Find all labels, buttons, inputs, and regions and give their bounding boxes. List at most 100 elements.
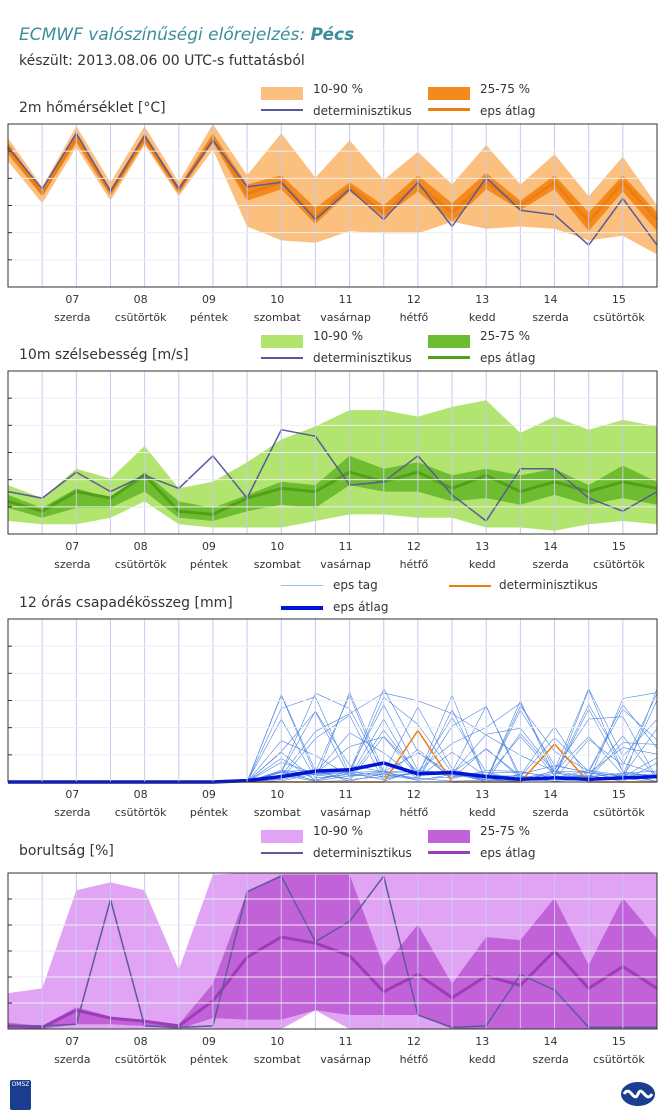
omsz-logo: OMSZ <box>10 1080 31 1110</box>
day-label: 12 <box>407 788 421 801</box>
wind-legend-inner-swatch <box>428 335 470 348</box>
wind-legend-det-line <box>261 357 303 359</box>
cloud-legend-mean-line <box>428 851 470 854</box>
precip-legend-member-line <box>281 585 323 586</box>
weekday-label: szerda <box>54 558 90 571</box>
deterministic-line <box>7 428 658 522</box>
weekday-label: csütörtök <box>593 806 645 819</box>
day-label: 14 <box>544 293 558 306</box>
day-label: 09 <box>202 1035 216 1048</box>
day-label: 07 <box>65 540 79 553</box>
day-label: 13 <box>475 293 489 306</box>
weekday-label: hétfő <box>400 806 429 819</box>
deterministic-line <box>8 875 657 1029</box>
weekday-label: szombat <box>254 806 302 819</box>
cloud-legend-outer-swatch <box>261 830 303 843</box>
day-label: 11 <box>339 293 353 306</box>
weekday-label: csütörtök <box>115 1053 167 1066</box>
weekday-label: vasárnap <box>320 558 371 571</box>
weekday-label: hétfő <box>400 311 429 324</box>
weekday-label: szerda <box>532 558 568 571</box>
plot-border-1 <box>7 370 658 535</box>
ecmwf-logo <box>621 1082 655 1106</box>
weekday-label: csütörtök <box>593 1053 645 1066</box>
temp-legend-inner: 25-75 % <box>480 82 531 96</box>
day-label: 09 <box>202 540 216 553</box>
wind-panel-title: 10m szélsebesség [m/s] <box>19 347 189 363</box>
precip-legend-mean: eps átlag <box>333 600 389 614</box>
weekday-label: péntek <box>190 806 229 819</box>
day-label: 10 <box>270 1035 284 1048</box>
weekday-label: szerda <box>532 1053 568 1066</box>
day-label: 07 <box>65 788 79 801</box>
day-label: 13 <box>475 540 489 553</box>
day-label: 09 <box>202 293 216 306</box>
eps-mean-line <box>7 935 658 1029</box>
day-label: 14 <box>544 788 558 801</box>
wind-legend-det: determinisztikus <box>313 351 412 365</box>
day-label: 12 <box>407 293 421 306</box>
precip-legend-det: determinisztikus <box>499 578 598 592</box>
band-25-75 <box>8 455 657 521</box>
day-label: 10 <box>270 788 284 801</box>
cloud-legend-mean: eps átlag <box>480 846 536 860</box>
plot-border-2 <box>7 618 658 783</box>
cloud-legend-outer: 10-90 % <box>313 824 364 838</box>
weekday-label: szerda <box>532 311 568 324</box>
wind-legend-outer: 10-90 % <box>313 329 364 343</box>
weekday-label: vasárnap <box>320 311 371 324</box>
weekday-label: kedd <box>469 558 496 571</box>
day-label: 10 <box>270 293 284 306</box>
day-label: 13 <box>475 788 489 801</box>
wind-legend-inner: 25-75 % <box>480 329 531 343</box>
weekday-label: szerda <box>532 806 568 819</box>
precip-panel-title: 12 órás csapadékösszeg [mm] <box>19 595 233 611</box>
cloud-legend-inner: 25-75 % <box>480 824 531 838</box>
precip-legend-mean-line <box>281 606 323 610</box>
weekday-label: péntek <box>190 558 229 571</box>
band-25-75 <box>8 874 657 1029</box>
day-label: 07 <box>65 293 79 306</box>
page-title: ECMWF valószínűségi előrejelzés: Pécs <box>19 25 355 45</box>
weekday-label: szombat <box>254 1053 302 1066</box>
weekday-label: péntek <box>190 311 229 324</box>
weekday-label: kedd <box>469 1053 496 1066</box>
temp-legend-mean-line <box>428 108 470 111</box>
weekday-label: szombat <box>254 311 302 324</box>
day-label: 14 <box>544 540 558 553</box>
day-label: 08 <box>134 788 148 801</box>
wind-legend-mean-line <box>428 356 470 359</box>
day-label: 15 <box>612 1035 626 1048</box>
temp-legend-mean: eps átlag <box>480 104 536 118</box>
temp-panel-title: 2m hőmérséklet [°C] <box>19 100 166 116</box>
precip-legend-member: eps tag <box>333 578 378 592</box>
weekday-label: csütörtök <box>115 311 167 324</box>
day-label: 11 <box>339 540 353 553</box>
day-label: 09 <box>202 788 216 801</box>
weekday-label: hétfő <box>400 1053 429 1066</box>
day-label: 15 <box>612 540 626 553</box>
page-subtitle: készült: 2013.08.06 00 UTC-s futtatásból <box>19 53 305 69</box>
weekday-label: csütörtök <box>593 558 645 571</box>
day-label: 11 <box>339 1035 353 1048</box>
weekday-label: vasárnap <box>320 1053 371 1066</box>
cloud-legend-inner-swatch <box>428 830 470 843</box>
day-label: 14 <box>544 1035 558 1048</box>
precip-legend-det-line <box>449 585 491 587</box>
plot-border-0 <box>7 123 658 288</box>
weekday-label: szerda <box>54 1053 90 1066</box>
day-label: 15 <box>612 293 626 306</box>
day-label: 08 <box>134 540 148 553</box>
day-label: 08 <box>134 293 148 306</box>
day-label: 10 <box>270 540 284 553</box>
temp-legend-det-line <box>261 109 303 111</box>
weekday-label: csütörtök <box>115 558 167 571</box>
eps-mean-line <box>7 470 658 516</box>
weekday-label: csütörtök <box>115 806 167 819</box>
day-label: 11 <box>339 788 353 801</box>
weekday-label: szerda <box>54 311 90 324</box>
plot-border-3 <box>7 872 658 1030</box>
weekday-label: szombat <box>254 558 302 571</box>
temp-legend-det: determinisztikus <box>313 104 412 118</box>
